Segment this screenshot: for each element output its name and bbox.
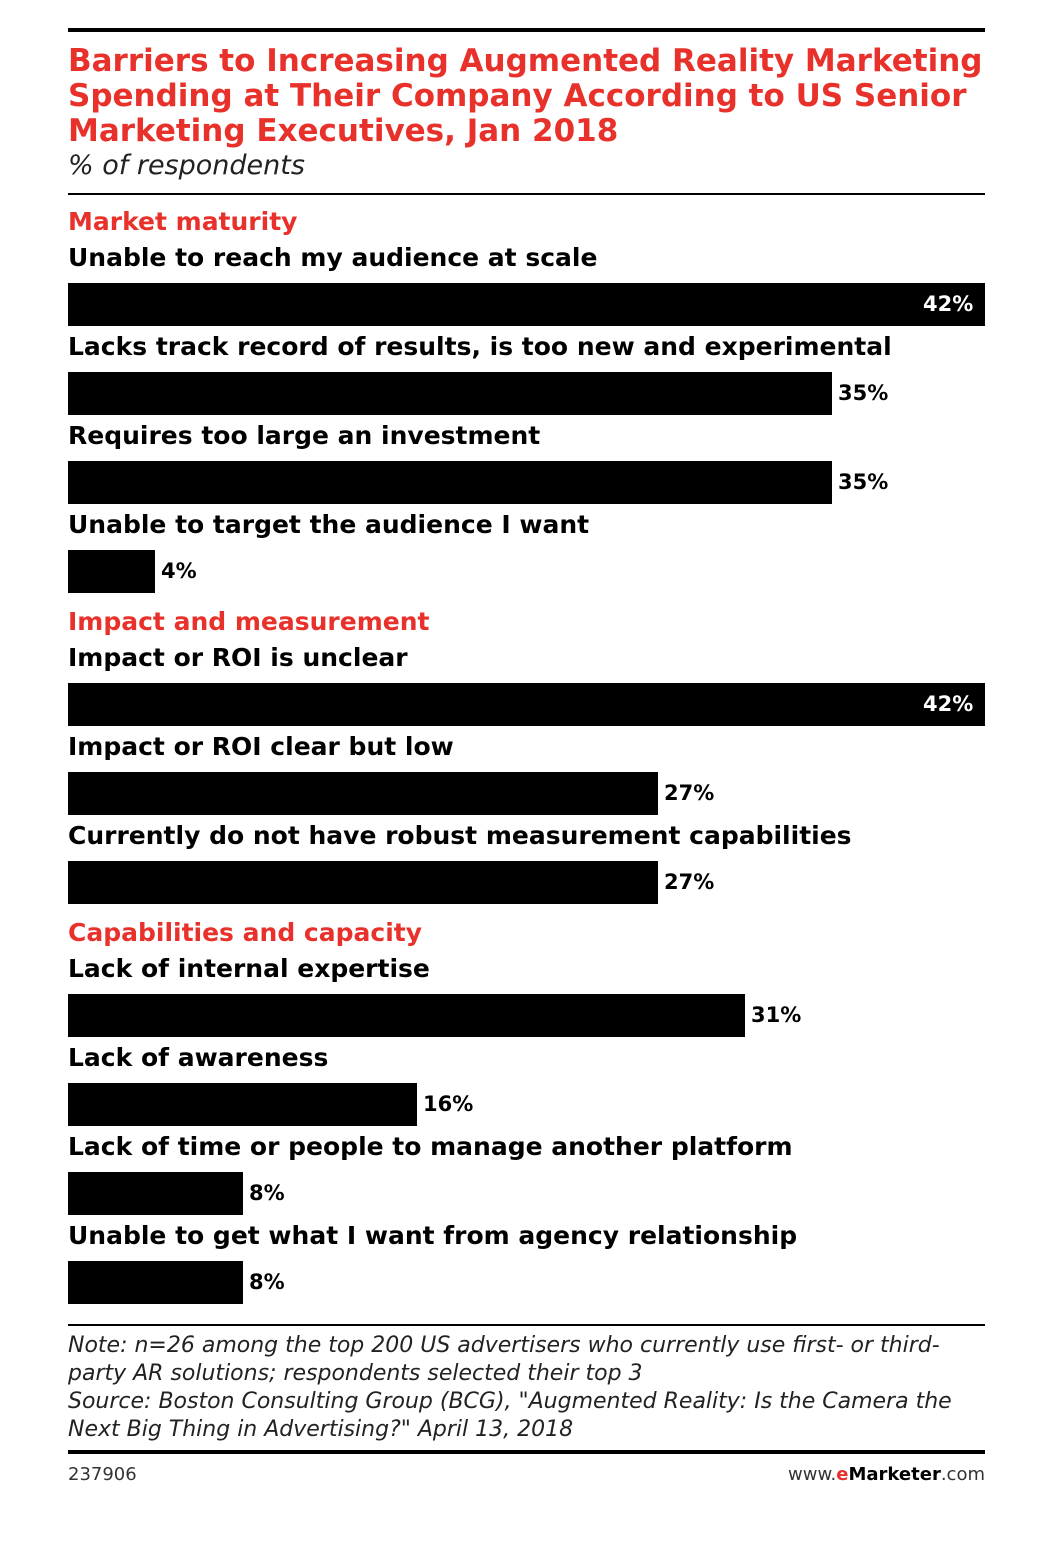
bar-value-label: 8% — [249, 1181, 285, 1205]
bar-label: Lack of time or people to manage another… — [68, 1132, 793, 1161]
bar — [68, 550, 155, 593]
brand-e: e — [836, 1464, 849, 1485]
bar-value-label: 27% — [664, 870, 715, 894]
chart-note: Note: n=26 among the top 200 US advertis… — [68, 1333, 940, 1386]
bar — [68, 1172, 243, 1215]
bar-chart: Market maturity Unable to reach my audien… — [68, 195, 985, 1324]
bar-label: Lack of internal expertise — [68, 954, 430, 983]
bar — [68, 283, 985, 326]
bar-value-label: 42% — [923, 692, 974, 716]
bar — [68, 1261, 243, 1304]
bar-label: Unable to target the audience I want — [68, 510, 590, 539]
bar-value-label: 35% — [838, 470, 889, 494]
bar-label: Impact or ROI is unclear — [68, 643, 408, 672]
bar-value-label: 4% — [161, 559, 197, 583]
bar — [68, 772, 658, 815]
section-heading: Market maturity — [68, 207, 298, 236]
bar — [68, 994, 745, 1037]
chart-frame: Barriers to Increasing Augmented Reality… — [68, 28, 985, 1488]
brand-prefix: www. — [788, 1464, 837, 1485]
chart-subtitle: % of respondents — [68, 150, 305, 181]
section-heading: Impact and measurement — [68, 607, 430, 636]
top-rule — [68, 28, 985, 32]
bar-label: Impact or ROI clear but low — [68, 732, 454, 761]
bar-label: Lacks track record of results, is too ne… — [68, 332, 892, 361]
brand-logo: www.eMarketer.com — [788, 1462, 985, 1488]
footer: 237906 www.eMarketer.com — [68, 1462, 985, 1488]
header-rule — [68, 193, 985, 195]
chart-id: 237906 — [68, 1464, 137, 1485]
bar-value-label: 35% — [838, 381, 889, 405]
section-heading: Capabilities and capacity — [68, 918, 423, 947]
bar — [68, 861, 658, 904]
bar — [68, 372, 832, 415]
bar-value-label: 31% — [751, 1003, 802, 1027]
chart-title: Barriers to Increasing Augmented Reality… — [68, 43, 983, 149]
bar-label: Currently do not have robust measurement… — [68, 821, 852, 850]
brand-suffix: .com — [940, 1464, 985, 1485]
bar-value-label: 27% — [664, 781, 715, 805]
bottom-rule — [68, 1450, 985, 1454]
bar-value-label: 16% — [423, 1092, 474, 1116]
bar — [68, 461, 832, 504]
note-rule — [68, 1324, 985, 1326]
bar-label: Lack of awareness — [68, 1043, 329, 1072]
bar — [68, 1083, 417, 1126]
chart-source: Source: Boston Consulting Group (BCG), "… — [68, 1389, 952, 1442]
bar-value-label: 8% — [249, 1270, 285, 1294]
bar-label: Requires too large an investment — [68, 421, 541, 450]
bar-value-label: 42% — [923, 292, 974, 316]
bar — [68, 683, 985, 726]
brand-main: Marketer — [848, 1464, 941, 1485]
bar-label: Unable to get what I want from agency re… — [68, 1221, 798, 1250]
bar-label: Unable to reach my audience at scale — [68, 243, 598, 272]
